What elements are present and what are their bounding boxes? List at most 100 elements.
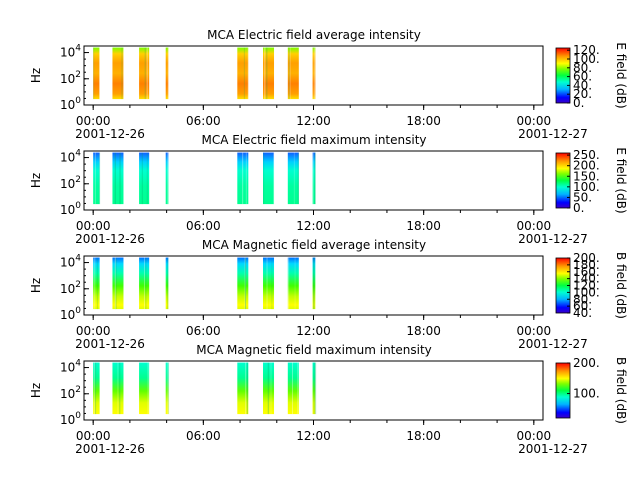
- colorbar-tick-label: 50.: [573, 190, 592, 204]
- data-block: [93, 362, 100, 415]
- data-streak: [94, 257, 96, 310]
- x-end-date: 2001-12-27: [518, 232, 588, 246]
- data-block: [139, 152, 150, 205]
- data-streak: [114, 152, 116, 205]
- data-streak: [315, 362, 317, 415]
- data-streak: [119, 152, 121, 205]
- data-streak: [314, 152, 316, 205]
- data-block: [139, 47, 150, 100]
- data-streak: [96, 257, 98, 310]
- panel-2: MCA Electric field maximum intensity 100 1…: [29, 133, 628, 246]
- x-tick-label: 12:00: [296, 429, 331, 443]
- colorbar-tick-label: 200.: [573, 356, 600, 370]
- data-streak: [313, 257, 315, 310]
- colorbar-tick-label: 100.: [573, 52, 600, 66]
- colorbar-tick-label: 200.: [573, 251, 600, 265]
- panel-title: MCA Magnetic field average intensity: [202, 238, 426, 252]
- colorbar-tick-label: 40.: [573, 78, 592, 92]
- data-streak: [312, 152, 314, 205]
- data-streak: [167, 257, 169, 310]
- x-start-date: 2001-12-26: [75, 442, 145, 456]
- data-streak: [141, 152, 143, 205]
- y-tick-label: 100: [60, 201, 81, 217]
- data-streak: [144, 47, 146, 100]
- data-streak: [288, 257, 290, 310]
- data-block: [139, 257, 150, 310]
- x-end-date: 2001-12-27: [518, 442, 588, 456]
- data-block: [237, 152, 249, 205]
- data-block: [287, 47, 299, 100]
- data-streak: [121, 47, 123, 100]
- data-block: [263, 47, 275, 100]
- x-tick-label: 00:00: [517, 429, 552, 443]
- data-streak: [267, 362, 269, 415]
- colorbar-tick-label: 160.: [573, 265, 600, 279]
- data-streak: [99, 47, 101, 100]
- data-streak: [245, 257, 247, 310]
- colorbar-tick-label: 80.: [573, 61, 592, 75]
- y-tick-label: 102: [60, 280, 81, 296]
- data-block: [112, 257, 124, 310]
- colorbar-tick-label: 250.: [573, 148, 600, 162]
- x-tick-label: 00:00: [76, 114, 111, 128]
- data-block: [165, 362, 169, 415]
- data-streak: [292, 362, 294, 415]
- data-streak: [115, 257, 117, 310]
- data-streak: [266, 257, 268, 310]
- colorbar-tick-label: 80.: [573, 292, 592, 306]
- data-streak: [245, 152, 247, 205]
- y-axis-label: Hz: [29, 173, 43, 188]
- colorbar-tick-label: 180.: [573, 258, 600, 272]
- data-block: [237, 47, 249, 100]
- data-streak: [99, 152, 101, 205]
- y-tick-label: 104: [60, 149, 81, 165]
- colorbar: [555, 362, 571, 419]
- data-block: [112, 47, 124, 100]
- data-streak: [114, 257, 116, 310]
- data-streak: [168, 47, 170, 100]
- data-block: [93, 257, 100, 310]
- data-block: [263, 257, 275, 310]
- colorbar-label: E field (dB): [614, 147, 628, 213]
- colorbar-tick-label: 150.: [573, 169, 600, 183]
- colorbar-tick-label: 60.: [573, 70, 592, 84]
- data-block: [139, 362, 150, 415]
- panel-title: MCA Magnetic field maximum intensity: [196, 343, 432, 357]
- x-tick-label: 06:00: [186, 114, 221, 128]
- y-axis-label: Hz: [29, 383, 43, 398]
- data-block: [112, 362, 124, 415]
- x-end-date: 2001-12-27: [518, 127, 588, 141]
- data-streak: [271, 257, 273, 310]
- data-streak: [93, 47, 95, 100]
- data-streak: [293, 152, 295, 205]
- colorbar-label: B field (dB): [614, 252, 628, 319]
- x-tick-label: 12:00: [296, 324, 331, 338]
- x-tick-label: 06:00: [186, 219, 221, 233]
- data-block: [93, 47, 100, 100]
- y-tick-label: 100: [60, 411, 81, 427]
- colorbar-tick-label: 20.: [573, 87, 592, 101]
- data-streak: [167, 152, 169, 205]
- data-block: [165, 152, 169, 205]
- colorbar-tick-label: 120.: [573, 43, 600, 57]
- colorbar-tick-label: 0.: [573, 201, 584, 215]
- data-streak: [270, 362, 272, 415]
- colorbar-tick-label: 40.: [573, 306, 592, 320]
- panel-3: MCA Magnetic field average intensity 100 1…: [29, 238, 628, 351]
- data-streak: [167, 47, 169, 100]
- colorbar: [555, 152, 571, 209]
- data-streak: [245, 362, 247, 415]
- colorbar-label: E field (dB): [614, 42, 628, 108]
- data-streak: [244, 257, 246, 310]
- data-streak: [146, 47, 148, 100]
- data-streak: [313, 362, 315, 415]
- y-axis-label: Hz: [29, 278, 43, 293]
- x-tick-label: 00:00: [76, 324, 111, 338]
- y-tick-label: 102: [60, 385, 81, 401]
- x-tick-label: 00:00: [76, 429, 111, 443]
- data-block: [112, 152, 124, 205]
- data-streak: [117, 362, 119, 415]
- data-streak: [289, 47, 291, 100]
- data-block: [287, 257, 299, 310]
- data-block: [312, 362, 316, 415]
